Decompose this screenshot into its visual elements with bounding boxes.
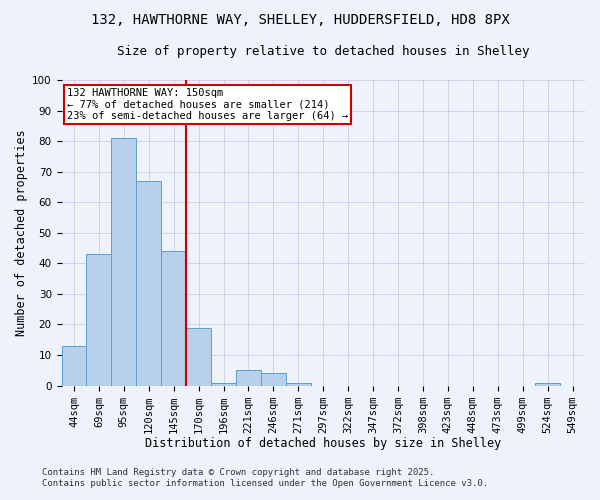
Bar — [211, 382, 236, 386]
X-axis label: Distribution of detached houses by size in Shelley: Distribution of detached houses by size … — [145, 437, 502, 450]
Title: Size of property relative to detached houses in Shelley: Size of property relative to detached ho… — [117, 45, 530, 58]
Text: Contains HM Land Registry data © Crown copyright and database right 2025.
Contai: Contains HM Land Registry data © Crown c… — [42, 468, 488, 487]
Text: 132 HAWTHORNE WAY: 150sqm
← 77% of detached houses are smaller (214)
23% of semi: 132 HAWTHORNE WAY: 150sqm ← 77% of detac… — [67, 88, 348, 121]
Bar — [86, 254, 112, 386]
Bar — [535, 382, 560, 386]
Bar — [161, 251, 186, 386]
Bar — [62, 346, 86, 386]
Bar — [136, 181, 161, 386]
Bar — [186, 328, 211, 386]
Text: 132, HAWTHORNE WAY, SHELLEY, HUDDERSFIELD, HD8 8PX: 132, HAWTHORNE WAY, SHELLEY, HUDDERSFIEL… — [91, 12, 509, 26]
Bar — [286, 382, 311, 386]
Bar — [112, 138, 136, 386]
Y-axis label: Number of detached properties: Number of detached properties — [15, 130, 28, 336]
Bar — [236, 370, 261, 386]
Bar — [261, 374, 286, 386]
